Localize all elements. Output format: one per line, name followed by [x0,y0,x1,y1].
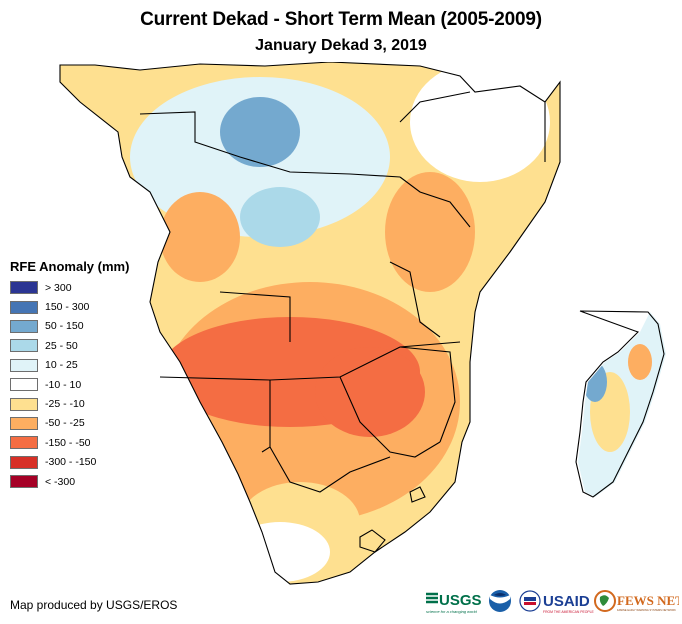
madagascar-anomaly-layer [578,312,666,497]
tanzania-dry [385,172,475,292]
legend-item: -10 - 10 [10,375,129,394]
usaid-tagline: FROM THE AMERICAN PEOPLE [543,610,595,614]
legend-item: > 300 [10,278,129,297]
legend-title: RFE Anomaly (mm) [10,259,130,274]
fews-net-tagline: FAMINE EARLY WARNING SYSTEMS NETWORK [617,608,676,612]
namib-normal [145,402,205,562]
legend-item: 150 - 300 [10,297,129,316]
legend-swatch [10,339,38,353]
legend-swatch [10,300,38,314]
border-uganda-kenya [399,91,471,123]
map-legend: RFE Anomaly (mm) > 300 150 - 300 50 - 150 2… [10,259,129,491]
legend-label: 50 - 150 [45,320,84,333]
zimbabwe-deficit [315,347,425,437]
usaid-logo: USAID FROM THE AMERICAN PEOPLE [519,590,595,614]
fews-net-logo-text: FEWS NET [617,593,679,608]
rainfall-anomaly-map [59,62,666,585]
map-credit: Map produced by USGS/EROS [10,598,178,612]
fews-net-logo: FEWS NET FAMINE EARLY WARNING SYSTEMS NE… [594,590,679,612]
legend-label: -300 - -150 [45,456,97,469]
country-borders [59,62,665,585]
legend-label: -10 - 10 [45,378,82,391]
legend-label: < -300 [45,475,76,488]
legend-swatch [10,416,38,430]
border-malawi [389,261,441,338]
kenya-normal [410,62,550,182]
border-lesotho [359,529,386,553]
legend-label: 25 - 50 [45,339,78,352]
legend-label: -25 - -10 [45,398,85,411]
legend-swatch [10,378,38,392]
congo-south-wet [240,187,320,247]
border-eswatini [409,486,426,503]
map-subtitle: January Dekad 3, 2019 [255,37,427,54]
legend-item: 25 - 50 [10,336,129,355]
usgs-logo-text: USGS [439,592,482,609]
angola-north-dry [160,192,240,282]
legend-item: -300 - -150 [10,453,129,472]
usaid-logo-text: USAID [543,593,590,610]
legend-items: > 300 150 - 300 50 - 150 25 - 50 10 - 25 -10 … [10,278,129,491]
border-congo-north [139,111,401,178]
legend-label: 150 - 300 [45,301,90,314]
border-south-africa-north [269,446,391,493]
legend-label: > 300 [45,281,72,294]
border-botswana-zimbabwe [339,376,441,458]
legend-swatch [10,281,38,295]
noaa-logo [489,590,511,612]
usgs-wave-icon [426,592,438,604]
legend-label: 10 - 25 [45,359,78,372]
cape-normal [230,522,330,582]
legend-swatch [10,436,38,450]
legend-item: -150 - -50 [10,433,129,452]
legend-label: -50 - -25 [45,417,85,430]
legend-label: -150 - -50 [45,436,91,449]
border-angola-zambia [219,291,291,342]
usgs-tagline: science for a changing world [426,609,477,614]
legend-item: 10 - 25 [10,356,129,375]
map-title: Current Dekad - Short Term Mean (2005-20… [140,9,542,30]
legend-swatch [10,397,38,411]
legend-swatch [10,475,38,489]
legend-swatch [10,319,38,333]
partner-logos: USGS science for a changing world USAID … [426,590,679,614]
legend-item: -25 - -10 [10,394,129,413]
border-zimbabwe-mozambique [399,346,456,443]
congo-wet-core [220,97,300,167]
usgs-logo: USGS science for a changing world [426,592,482,614]
madagascar-coastline [575,310,665,498]
legend-item: -50 - -25 [10,414,129,433]
legend-swatch [10,358,38,372]
border-tanzania-north [399,176,471,228]
legend-item: < -300 [10,472,129,491]
legend-swatch [10,455,38,469]
legend-item: 50 - 150 [10,317,129,336]
